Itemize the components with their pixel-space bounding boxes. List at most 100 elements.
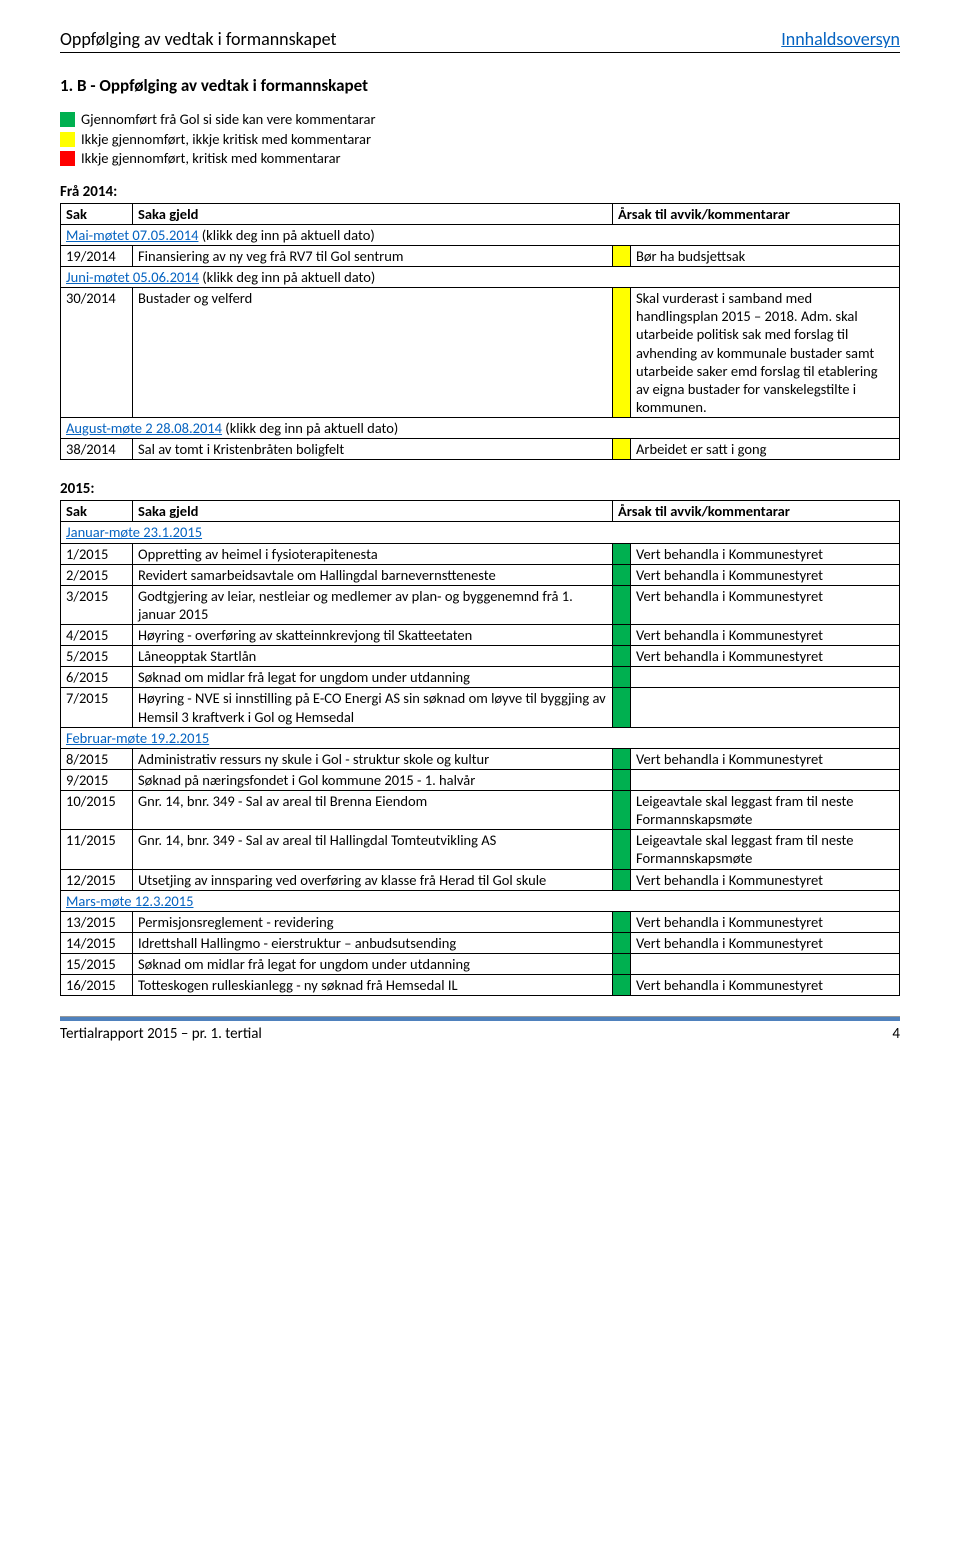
table-row: 15/2015Søknad om midlar frå legat for un… (61, 954, 900, 975)
cell-desc: Søknad om midlar frå legat for ungdom un… (133, 954, 613, 975)
cell-status (613, 954, 631, 975)
table-row: Februar-møte 19.2.2015 (61, 727, 900, 748)
cell-status (613, 688, 631, 727)
legend-row: Gjennomført frå Gol si side kan vere kom… (60, 110, 900, 130)
cell-sak: 38/2014 (61, 439, 133, 460)
table-row: 9/2015Søknad på næringsfondet i Gol komm… (61, 769, 900, 790)
meeting-link[interactable]: Mars-møte 12.3.2015 (66, 892, 193, 910)
legend-row: Ikkje gjennomført, ikkje kritisk med kom… (60, 130, 900, 150)
legend-box-red (60, 151, 75, 166)
table-row: 2/2015Revidert samarbeidsavtale om Halli… (61, 564, 900, 585)
cell-status (613, 585, 631, 624)
cell-sak: 1/2015 (61, 543, 133, 564)
cell-status (613, 288, 631, 418)
table-row: 19/2014Finansiering av ny veg frå RV7 ti… (61, 245, 900, 266)
meeting-row: Januar-møte 23.1.2015 (61, 522, 900, 543)
cell-desc: Bustader og velferd (133, 288, 613, 418)
table-row: 6/2015Søknad om midlar frå legat for ung… (61, 667, 900, 688)
table-row: 30/2014Bustader og velferdSkal vurderast… (61, 288, 900, 418)
table-row: 3/2015Godtgjering av leiar, nestleiar og… (61, 585, 900, 624)
table-header-row: Sak Saka gjeld Årsak til avvik/kommentar… (61, 203, 900, 224)
meeting-row: Juni-møtet 05.06.2014 (klikk deg inn på … (61, 267, 900, 288)
meeting-link[interactable]: Januar-møte 23.1.2015 (66, 523, 202, 541)
cell-sak: 15/2015 (61, 954, 133, 975)
legend-box-green (60, 112, 75, 127)
legend-text: Ikkje gjennomført, kritisk med kommentar… (81, 149, 341, 169)
cell-sak: 3/2015 (61, 585, 133, 624)
meeting-link[interactable]: August-møte 2 28.08.2014 (66, 419, 222, 437)
cell-status (613, 869, 631, 890)
cell-comment: Vert behandla i Kommunestyret (631, 646, 900, 667)
cell-status (613, 564, 631, 585)
cell-sak: 19/2014 (61, 245, 133, 266)
cell-status (613, 245, 631, 266)
cell-status (613, 932, 631, 953)
cell-sak: 7/2015 (61, 688, 133, 727)
legend-text: Ikkje gjennomført, ikkje kritisk med kom… (81, 130, 371, 150)
cell-desc: Administrativ ressurs ny skule i Gol - s… (133, 748, 613, 769)
cell-desc: Godtgjering av leiar, nestleiar og medle… (133, 585, 613, 624)
table-header-row: Sak Saka gjeld Årsak til avvik/kommentar… (61, 501, 900, 522)
cell-desc: Gnr. 14, bnr. 349 - Sal av areal til Bre… (133, 791, 613, 830)
table-row: Mars-møte 12.3.2015 (61, 890, 900, 911)
cell-desc: Låneopptak Startlån (133, 646, 613, 667)
cell-comment (631, 954, 900, 975)
legend: Gjennomført frå Gol si side kan vere kom… (60, 110, 900, 169)
table-row: 13/2015Permisjonsreglement - revideringV… (61, 911, 900, 932)
meeting-row: Februar-møte 19.2.2015 (61, 727, 900, 748)
cell-desc: Totteskogen rulleskianlegg - ny søknad f… (133, 975, 613, 996)
cell-sak: 11/2015 (61, 830, 133, 869)
cell-desc: Søknad om midlar frå legat for ungdom un… (133, 667, 613, 688)
cell-comment: Vert behandla i Kommunestyret (631, 911, 900, 932)
meeting-row: Mars-møte 12.3.2015 (61, 890, 900, 911)
footer-divider (60, 1016, 900, 1021)
cell-comment: Vert behandla i Kommunestyret (631, 748, 900, 769)
col-sak: Sak (61, 501, 133, 522)
cell-sak: 10/2015 (61, 791, 133, 830)
col-gjeld: Saka gjeld (133, 501, 613, 522)
cell-comment (631, 667, 900, 688)
cell-desc: Utsetjing av innsparing ved overføring a… (133, 869, 613, 890)
year-heading-2014: Frå 2014: (60, 183, 900, 201)
meeting-link[interactable]: Juni-møtet 05.06.2014 (66, 268, 199, 286)
page-footer: Tertialrapport 2015 – pr. 1. tertial 4 (60, 1022, 900, 1043)
cell-comment: Leigeavtale skal leggast fram til neste … (631, 791, 900, 830)
cell-desc: Gnr. 14, bnr. 349 - Sal av areal til Hal… (133, 830, 613, 869)
cell-desc: Søknad på næringsfondet i Gol kommune 20… (133, 769, 613, 790)
cell-comment (631, 688, 900, 727)
table-row: 8/2015Administrativ ressurs ny skule i G… (61, 748, 900, 769)
legend-row: Ikkje gjennomført, kritisk med kommentar… (60, 149, 900, 169)
cell-comment: Vert behandla i Kommunestyret (631, 932, 900, 953)
legend-box-yellow (60, 132, 75, 147)
table-2014: Sak Saka gjeld Årsak til avvik/kommentar… (60, 203, 900, 461)
cell-comment: Vert behandla i Kommunestyret (631, 975, 900, 996)
table-row: 1/2015Oppretting av heimel i fysioterapi… (61, 543, 900, 564)
meeting-link[interactable]: Mai-møtet 07.05.2014 (66, 226, 198, 244)
cell-status (613, 543, 631, 564)
cell-comment: Leigeavtale skal leggast fram til neste … (631, 830, 900, 869)
col-arsak: Årsak til avvik/kommentarar (613, 203, 900, 224)
cell-desc: Høyring - NVE si innstilling på E-CO Ene… (133, 688, 613, 727)
toc-link[interactable]: Innhaldsoversyn (781, 28, 900, 50)
footer-left: Tertialrapport 2015 – pr. 1. tertial (60, 1025, 262, 1043)
footer-page-number: 4 (892, 1025, 900, 1043)
cell-sak: 30/2014 (61, 288, 133, 418)
cell-status (613, 625, 631, 646)
cell-desc: Finansiering av ny veg frå RV7 til Gol s… (133, 245, 613, 266)
cell-sak: 9/2015 (61, 769, 133, 790)
table-2015: Sak Saka gjeld Årsak til avvik/kommentar… (60, 500, 900, 996)
table-row: 14/2015Idrettshall Hallingmo - eierstruk… (61, 932, 900, 953)
cell-desc: Idrettshall Hallingmo - eierstruktur – a… (133, 932, 613, 953)
cell-comment (631, 769, 900, 790)
col-sak: Sak (61, 203, 133, 224)
header-title: Oppfølging av vedtak i formannskapet (60, 28, 337, 50)
cell-sak: 4/2015 (61, 625, 133, 646)
cell-status (613, 791, 631, 830)
table-row: Mai-møtet 07.05.2014 (klikk deg inn på a… (61, 224, 900, 245)
cell-desc: Sal av tomt i Kristenbråten boligfelt (133, 439, 613, 460)
cell-status (613, 911, 631, 932)
cell-comment: Bør ha budsjettsak (631, 245, 900, 266)
table-row: Januar-møte 23.1.2015 (61, 522, 900, 543)
cell-sak: 14/2015 (61, 932, 133, 953)
meeting-link[interactable]: Februar-møte 19.2.2015 (66, 729, 209, 747)
